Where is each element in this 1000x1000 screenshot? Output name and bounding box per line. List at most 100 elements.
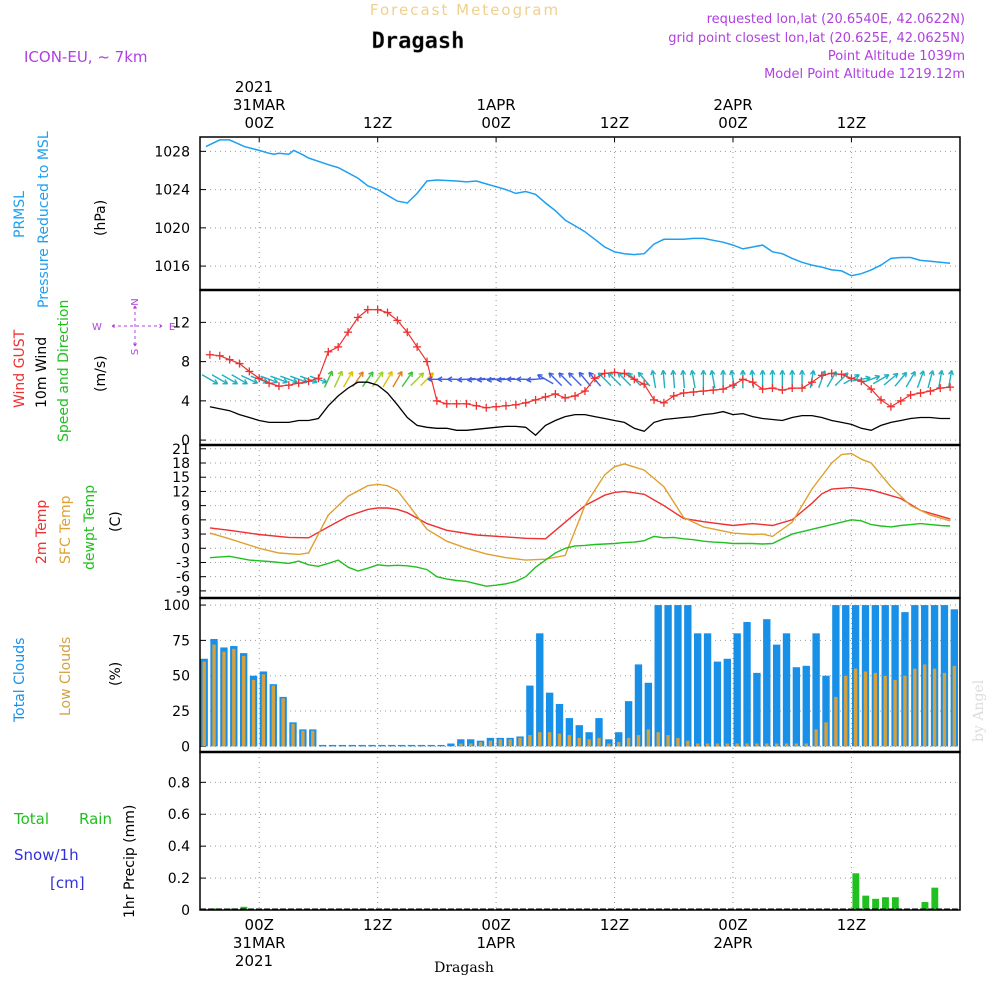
- precip-bar: [882, 897, 889, 910]
- wind-arrow: [221, 374, 239, 385]
- compass-rose: N S W E: [92, 298, 175, 355]
- y-tick-label: 3: [181, 527, 190, 543]
- bottom-date-label: 31MAR: [233, 934, 286, 952]
- wind-gust-point: [689, 388, 698, 397]
- low-clouds-label: Low Clouds: [58, 637, 74, 716]
- low-cloud-bar: [241, 655, 246, 747]
- low-cloud-bar: [646, 729, 651, 747]
- y-tick-label: 50: [172, 669, 190, 685]
- wind-arrow: [240, 374, 259, 385]
- wind-arrow-head: [457, 376, 463, 381]
- top-date-label: 1APR: [476, 96, 515, 114]
- wind-arrow-head: [689, 370, 693, 376]
- low-cloud-bar: [755, 743, 759, 747]
- wind-gust-point: [817, 371, 826, 380]
- wind-arrow: [709, 369, 716, 389]
- total-cloud-bar: [447, 743, 455, 747]
- y-tick-label: 18: [172, 456, 190, 472]
- wind-arrow-head: [496, 379, 502, 383]
- wind-arrow-head: [378, 371, 384, 375]
- wind-arrow-head: [680, 370, 684, 376]
- y-tick-label: 1024: [154, 183, 190, 199]
- temp-sfc-line: [209, 452, 951, 561]
- total-cloud-bar: [348, 744, 356, 747]
- wind-arrow: [558, 372, 573, 387]
- panel-5: 0 0.2 0.4 0.6 0.8: [168, 752, 960, 919]
- wind-arrow-head: [651, 369, 657, 375]
- wind-arrow-head: [273, 378, 279, 383]
- snow-unit-label: [cm]: [50, 874, 85, 892]
- wind-arrow-shaft: [221, 374, 238, 385]
- wind-gust-point: [896, 396, 905, 405]
- wind-arrow-head: [234, 379, 239, 385]
- y-tick-label: 8: [181, 355, 190, 371]
- wind-arrow-head: [948, 369, 953, 375]
- low-cloud-bar: [725, 743, 729, 747]
- wind-gust-point: [620, 369, 629, 378]
- wind-arrow: [548, 372, 563, 387]
- total-cloud-bar: [802, 665, 810, 747]
- wind-arrow-head: [568, 372, 571, 378]
- wind-arrow-head: [387, 370, 393, 375]
- top-time-label: 00Z: [245, 114, 274, 132]
- wind-arrow-head: [526, 376, 532, 381]
- wind-gust-point: [886, 402, 895, 411]
- temp-dewpt-line: [209, 519, 951, 587]
- total-cloud-bar: [713, 661, 722, 747]
- wind-arrow-head: [283, 378, 288, 383]
- wind-arrow-head: [812, 370, 816, 376]
- wind-arrow-head: [253, 378, 259, 384]
- wind-arrow-shaft: [938, 370, 943, 389]
- top-time-label: 00Z: [718, 114, 747, 132]
- wind-gust-point: [916, 389, 925, 398]
- wind-arrow-shaft: [323, 370, 333, 388]
- low-cloud-bar: [617, 742, 621, 747]
- wind-gust-point: [344, 328, 353, 337]
- low-cloud-bar: [893, 679, 897, 747]
- total-cloud-bar: [624, 701, 633, 747]
- watermark: by Angel: [971, 679, 987, 742]
- low-cloud-bar: [607, 743, 611, 747]
- wind-gust-point: [857, 377, 866, 386]
- wind-arrow-shaft: [672, 370, 676, 389]
- wind-10m-line: [209, 381, 951, 437]
- wind-arrow: [680, 369, 687, 389]
- wind-arrow-shaft: [392, 371, 403, 388]
- temp-dewpt-label: dewpt Temp: [82, 485, 98, 570]
- wind-arrow-head: [682, 369, 687, 375]
- wind-arrow-shaft: [457, 377, 476, 381]
- wind-gust-point: [877, 395, 886, 404]
- y-tick-label: 0: [181, 433, 190, 449]
- wind-gust-point: [462, 399, 471, 408]
- bottom-time-label: 00Z: [481, 916, 510, 934]
- wind-arrow-shaft: [362, 371, 374, 388]
- wind-arrow-head: [637, 372, 641, 378]
- prmsl-line: [205, 139, 951, 277]
- wind-arrow-head: [418, 372, 424, 375]
- wind-10m-label: 10m Wind: [34, 337, 50, 408]
- wind-gust-point: [630, 375, 639, 384]
- wind-gust-point: [659, 398, 668, 407]
- wind-arrow-head: [650, 370, 654, 376]
- wind-arrow-shaft: [537, 374, 554, 385]
- low-cloud-bar: [597, 737, 601, 747]
- low-cloud-bar: [814, 729, 818, 747]
- wind-arrow-shaft: [617, 372, 632, 387]
- wind-arrow-head: [327, 370, 333, 375]
- wind-gust-point: [294, 379, 303, 388]
- wind-gust-point: [738, 375, 747, 384]
- wind-arrow: [779, 369, 786, 389]
- wind-arrow-head: [578, 371, 585, 375]
- wind-gust-point: [728, 381, 737, 390]
- wind-arrow-head: [526, 379, 532, 383]
- low-cloud-bar: [528, 735, 532, 747]
- low-cloud-bar: [587, 739, 591, 747]
- low-cloud-bar: [518, 737, 522, 747]
- wind-gust-point: [265, 379, 274, 388]
- wind-arrow-head: [892, 372, 898, 376]
- y-tick-label: -6: [176, 570, 190, 586]
- wind-arrow-head: [467, 376, 472, 381]
- wind-arrow-head: [874, 374, 880, 377]
- wind-gust-point: [363, 305, 372, 314]
- y-tick-label: 1028: [154, 144, 190, 160]
